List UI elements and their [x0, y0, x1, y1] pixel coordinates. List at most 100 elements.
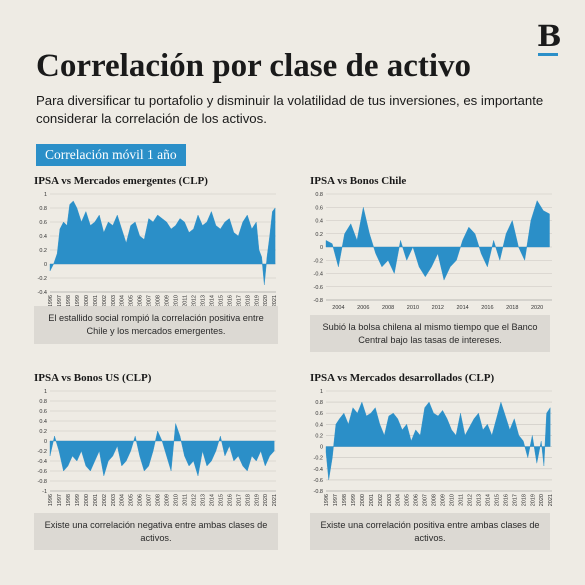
x-tick-label: 2011 [183, 295, 189, 307]
x-tick-label: 1999 [75, 494, 81, 506]
x-tick-label: 1997 [57, 494, 63, 506]
x-tick-label: 2018 [245, 295, 251, 307]
x-tick-label: 2003 [111, 494, 117, 506]
y-tick-label: -0.2 [38, 276, 47, 282]
y-tick-label: 0.4 [39, 419, 47, 425]
x-tick-label: 2019 [530, 494, 536, 506]
y-tick-label: 0.8 [39, 399, 47, 405]
x-tick-label: 2021 [548, 494, 554, 506]
x-tick-label: 1998 [66, 494, 72, 506]
x-tick-label: 2010 [174, 295, 180, 307]
x-tick-label: 2020 [531, 305, 543, 311]
y-tick-label: 0 [320, 445, 323, 451]
x-tick-label: 1999 [351, 494, 357, 506]
chart-us: -1 -0.8 -0.6 -0.4 -0.2 0 0.2 0.4 0.6 0.8 1 1996 1997… [38, 389, 279, 506]
x-tick-label: 2020 [263, 494, 269, 506]
y-tick-label: 0.8 [39, 206, 47, 212]
section-badge: Correlación móvil 1 año [36, 144, 186, 166]
chart-title: IPSA vs Bonos Chile [310, 175, 407, 187]
x-tick-label: 2001 [369, 494, 375, 506]
x-tick-label: 2014 [209, 494, 215, 506]
x-tick-label: 2016 [503, 494, 509, 506]
x-tick-label: 2000 [84, 295, 90, 307]
y-tick-label: 0.2 [39, 429, 47, 435]
series-area [325, 200, 550, 281]
y-tick-label: 1 [44, 192, 47, 198]
y-tick-label: 0.6 [39, 409, 47, 415]
x-tick-label: 2015 [218, 295, 224, 307]
x-tick-label: 2021 [272, 295, 278, 307]
y-tick-label: -0.8 [314, 298, 323, 304]
x-tick-label: 2000 [84, 494, 90, 506]
y-tick-label: 0.4 [39, 234, 47, 240]
x-tick-label: 1996 [48, 295, 54, 307]
page-title: Correlación por clase de activo [36, 48, 472, 84]
x-tick-label: 1996 [324, 494, 330, 506]
x-tick-label: 2020 [263, 295, 269, 307]
x-tick-label: 2014 [485, 494, 491, 506]
x-tick-label: 2011 [459, 494, 465, 506]
y-tick-label: -0.4 [38, 290, 47, 296]
x-tick-label: 2017 [236, 494, 242, 506]
x-tick-label: 2017 [512, 494, 518, 506]
x-tick-label: 2016 [227, 494, 233, 506]
x-tick-label: 2015 [494, 494, 500, 506]
x-tick-label: 2018 [506, 305, 518, 311]
x-tick-label: 2020 [539, 494, 545, 506]
y-tick-label: -0.4 [314, 467, 323, 473]
chart-panel-us: IPSA vs Bonos US (CLP) -1 -0.8 -0.6 -0.4 -0.… [34, 371, 284, 571]
x-tick-label: 2019 [254, 295, 260, 307]
chart-panel-em: IPSA vs Mercados emergentes (CLP) -0.4 -0… [34, 174, 284, 374]
x-tick-label: 2011 [183, 494, 189, 506]
x-tick-label: 2008 [382, 305, 394, 311]
x-tick-label: 2012 [432, 305, 444, 311]
y-tick-label: 0.2 [315, 232, 323, 238]
x-tick-label: 2013 [477, 494, 483, 506]
y-tick-label: 0.8 [315, 192, 323, 198]
x-tick-label: 2006 [414, 494, 420, 506]
x-tick-label: 2014 [456, 305, 468, 311]
x-tick-label: 2013 [201, 295, 207, 307]
note-em: El estallido social rompió la correlació… [34, 306, 278, 344]
y-tick-label: 0 [44, 262, 47, 268]
y-tick-label: 0.6 [39, 220, 47, 226]
chart-title: IPSA vs Bonos US (CLP) [34, 372, 152, 384]
x-tick-label: 2009 [165, 494, 171, 506]
y-tick-label: -0.8 [38, 479, 47, 485]
x-tick-label: 2018 [245, 494, 251, 506]
x-tick-label: 2004 [120, 295, 126, 307]
x-tick-label: 2017 [236, 295, 242, 307]
y-tick-label: 0.6 [315, 411, 323, 417]
page-subtitle: Para diversificar tu portafolio y dismin… [36, 93, 544, 126]
logo-underline [538, 53, 558, 56]
y-tick-label: 0 [44, 439, 47, 445]
x-tick-label: 2010 [407, 305, 419, 311]
x-tick-label: 2005 [405, 494, 411, 506]
x-tick-label: 2001 [93, 494, 99, 506]
chart-panel-dev: IPSA vs Mercados desarrollados (CLP) -0.… [310, 371, 560, 571]
y-tick-label: 0.2 [39, 248, 47, 254]
x-tick-label: 2021 [272, 494, 278, 506]
y-tick-label: -0.2 [38, 449, 47, 455]
x-tick-label: 1997 [57, 295, 63, 307]
x-tick-label: 1999 [75, 295, 81, 307]
x-tick-label: 2010 [450, 494, 456, 506]
y-tick-label: 0.8 [315, 400, 323, 406]
x-tick-label: 2007 [147, 295, 153, 307]
x-tick-label: 2016 [227, 295, 233, 307]
y-tick-label: 1 [44, 389, 47, 395]
x-tick-label: 2014 [209, 295, 215, 307]
x-tick-label: 1998 [66, 295, 72, 307]
y-tick-label: 0.2 [315, 433, 323, 439]
x-tick-label: 2008 [156, 494, 162, 506]
chart-panel-chile: IPSA vs Bonos Chile -0.8 -0.6 -0.4 -0.2 0 0.2… [310, 174, 560, 374]
y-tick-label: -1 [42, 489, 47, 495]
x-tick-label: 2008 [156, 295, 162, 307]
y-tick-label: 0 [320, 245, 323, 251]
y-tick-label: -0.4 [38, 459, 47, 465]
note-chile: Subió la bolsa chilena al mismo tiempo q… [310, 315, 550, 352]
x-tick-label: 2008 [432, 494, 438, 506]
x-tick-label: 2013 [201, 494, 207, 506]
x-tick-label: 2006 [357, 305, 369, 311]
